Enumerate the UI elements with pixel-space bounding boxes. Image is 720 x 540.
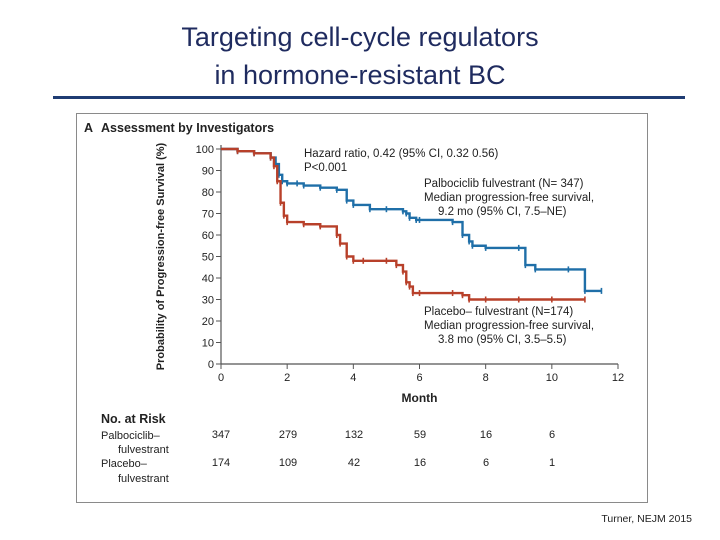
x-tick-label: 10 (546, 372, 558, 384)
figure-frame (76, 113, 648, 503)
risk-row-label-palbo-line1: Palbociclib– (101, 430, 160, 442)
y-tick-label: 40 (202, 273, 214, 285)
placebo-annotation-line3: 3.8 mo (95% CI, 3.5–5.5) (438, 334, 567, 346)
risk-value: 6 (482, 457, 490, 469)
x-axis-label: Month (402, 391, 438, 405)
risk-row-label-palbo-line2: fulvestrant (118, 444, 169, 456)
risk-value: 174 (211, 457, 231, 469)
y-tick-label: 30 (202, 295, 214, 307)
x-tick-label: 0 (218, 372, 224, 384)
risk-value: 16 (413, 457, 427, 469)
y-tick-label: 10 (202, 338, 214, 350)
risk-row-label-placebo-line1: Placebo– (101, 458, 147, 470)
risk-value: 347 (211, 429, 231, 441)
risk-value: 16 (479, 429, 493, 441)
risk-value: 42 (347, 457, 361, 469)
palbo-annotation-line2: Median progression-free survival, (424, 192, 595, 204)
y-tick-label: 50 (202, 252, 214, 264)
y-tick-label: 100 (196, 144, 214, 156)
x-tick-label: 6 (416, 372, 422, 384)
risk-table-title: No. at Risk (101, 412, 166, 426)
panel-title-text: Assessment by Investigators (101, 121, 275, 135)
risk-value: 59 (413, 429, 427, 441)
palbo-annotation-line1: Palbociclib fulvestrant (N= 347) (424, 178, 584, 190)
panel-title: A Assessment by Investigators (84, 121, 274, 135)
x-tick-label: 4 (350, 372, 356, 384)
y-tick-label: 90 (202, 166, 214, 178)
citation: Turner, NEJM 2015 (601, 513, 692, 525)
y-tick-label: 80 (202, 187, 214, 199)
placebo-annotation-line1: Placebo– fulvestrant (N=174) (424, 306, 574, 318)
x-tick-label: 8 (483, 372, 489, 384)
y-axis-label: Probability of Progression-free Survival… (155, 142, 167, 370)
y-tick-label: 0 (208, 359, 214, 371)
hazard-ratio-text: Hazard ratio, 0.42 (95% CI, 0.32 0.56) (304, 148, 499, 160)
placebo-annotation-line2: Median progression-free survival, (424, 320, 595, 332)
risk-value: 1 (548, 457, 556, 469)
risk-value: 6 (548, 429, 556, 441)
y-tick-label: 20 (202, 316, 214, 328)
palbo-annotation-line3: 9.2 mo (95% CI, 7.5–NE) (438, 206, 567, 218)
risk-row-label-placebo-line2: fulvestrant (118, 473, 169, 485)
x-tick-label: 12 (612, 372, 624, 384)
slide-title-line2: in hormone-resistant BC (214, 60, 506, 90)
panel-letter: A (84, 121, 94, 135)
risk-value: 109 (278, 457, 298, 469)
slide-title-line1: Targeting cell-cycle regulators (181, 22, 539, 52)
risk-value: 132 (344, 429, 364, 441)
title-rule (53, 96, 685, 99)
slide-title: Targeting cell-cycle regulators in hormo… (0, 18, 720, 94)
risk-value: 279 (278, 429, 298, 441)
series-line-placebo (221, 147, 585, 301)
y-tick-label: 70 (202, 209, 214, 221)
x-tick-label: 2 (284, 372, 290, 384)
p-value-text: P<0.001 (304, 162, 348, 174)
y-tick-label: 60 (202, 230, 214, 242)
